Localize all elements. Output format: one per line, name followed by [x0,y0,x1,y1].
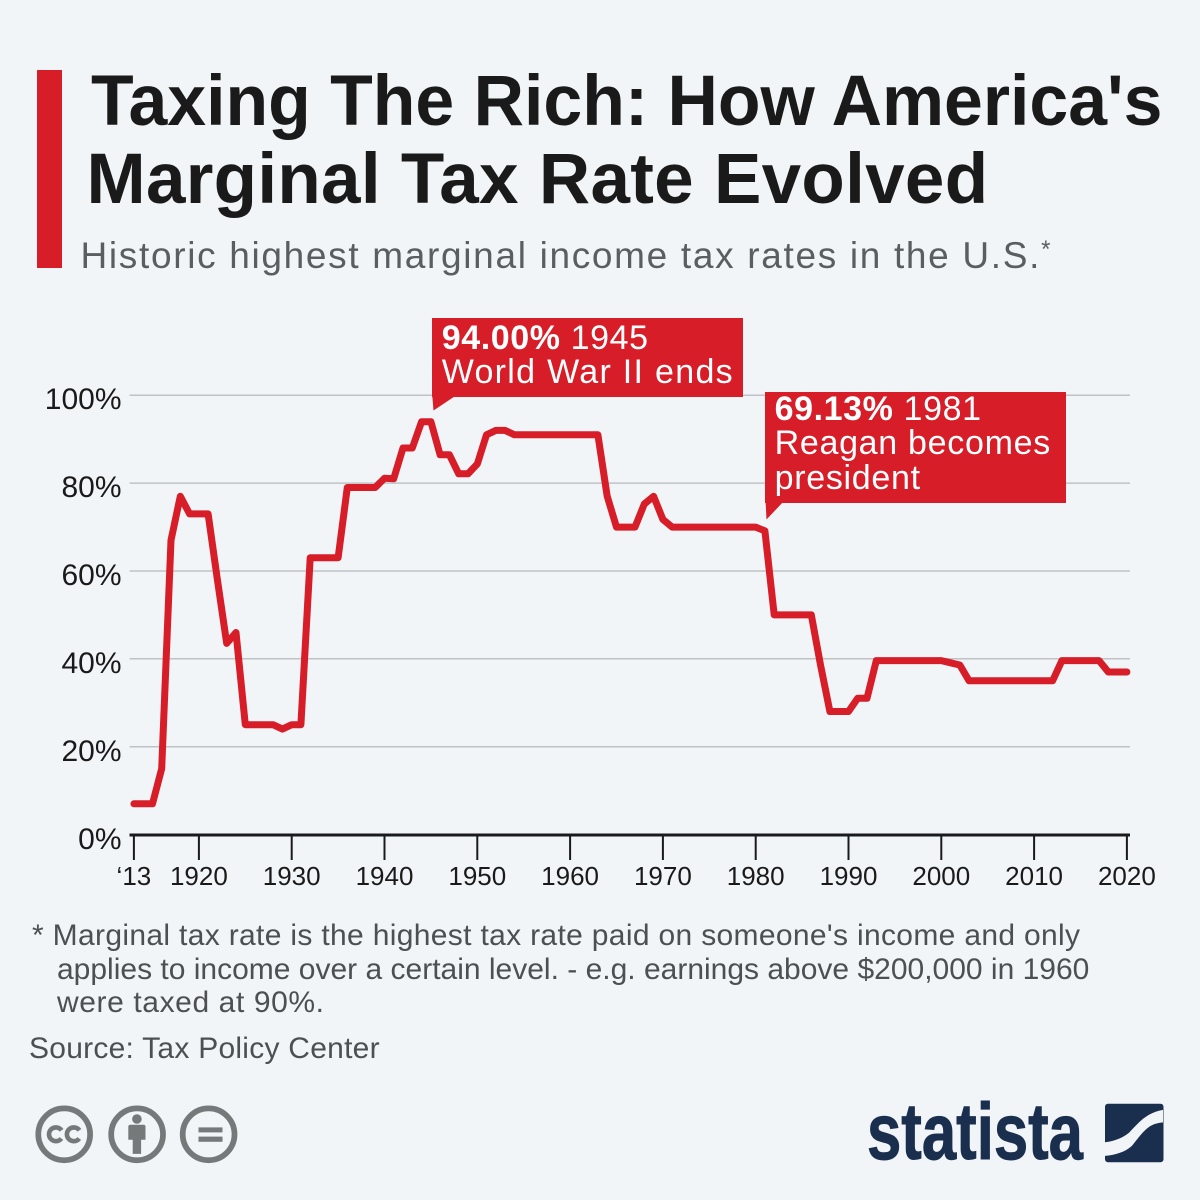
svg-text:statista: statista [867,1090,1083,1175]
